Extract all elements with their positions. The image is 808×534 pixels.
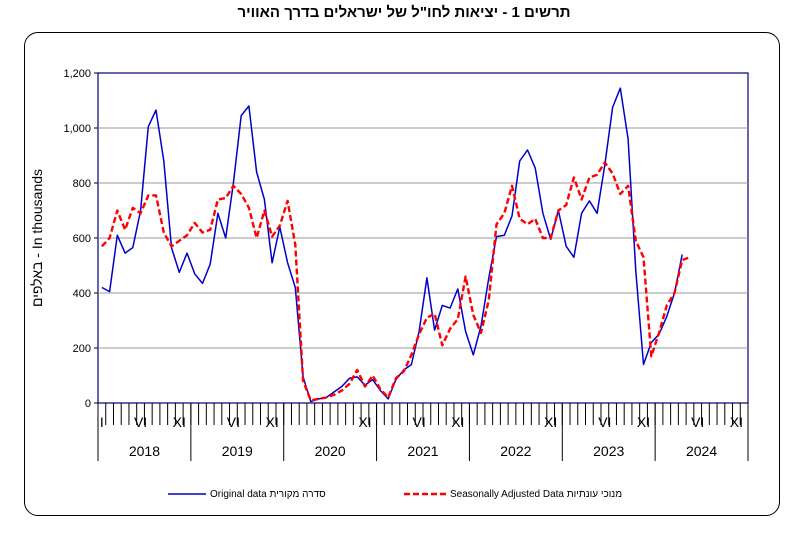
- y-axis-label: באלפים - In thousands: [29, 169, 45, 307]
- month-label: XI: [451, 414, 464, 430]
- chart-frame: [24, 32, 780, 516]
- month-label: XI: [265, 414, 278, 430]
- legend-original-label: Original data סדרה מקורית: [210, 489, 326, 500]
- y-tick-label: 0: [85, 398, 91, 410]
- year-label: 2023: [593, 443, 624, 459]
- series-adjusted-line: [101, 161, 691, 402]
- grid-lines: [98, 127, 748, 349]
- month-label: XI: [637, 414, 650, 430]
- year-label: 2019: [222, 443, 253, 459]
- month-label: XI: [730, 414, 743, 430]
- year-label: 2024: [686, 443, 717, 459]
- y-axis-ticks: 0 200 400 600 800 1,000 1,200: [63, 68, 98, 410]
- month-label: VI: [691, 414, 704, 430]
- y-tick-label: 400: [73, 288, 91, 300]
- year-label: 2018: [129, 443, 160, 459]
- series-lines: [101, 87, 691, 403]
- month-label: VI: [413, 414, 426, 430]
- year-label: 2020: [315, 443, 346, 459]
- y-tick-label: 1,000: [63, 123, 91, 135]
- series-original-line: [101, 87, 683, 403]
- month-label: VI: [598, 414, 611, 430]
- y-tick-label: 1,200: [63, 68, 91, 80]
- month-label: XI: [544, 414, 557, 430]
- y-tick-label: 200: [73, 343, 91, 355]
- x-axis: I VI XI VI XI XI VI XI XI VI XI VI XI 2018 2019 2020 202…: [97, 403, 749, 461]
- month-label: XI: [358, 414, 371, 430]
- month-label: I: [100, 414, 104, 430]
- y-tick-label: 800: [73, 178, 91, 190]
- year-label: 2021: [407, 443, 438, 459]
- chart-title: תרשים 1 - יציאות לחו"ל של ישראלים בדרך ה…: [237, 4, 571, 21]
- month-label: VI: [134, 414, 147, 430]
- legend: Original data סדרה מקורית Seasonally Adj…: [168, 489, 622, 500]
- legend-adjusted-label: Seasonally Adjusted Data מנוכי עונתיות: [450, 489, 622, 500]
- month-label: VI: [227, 414, 240, 430]
- y-tick-label: 600: [73, 233, 91, 245]
- year-label: 2022: [500, 443, 531, 459]
- month-label: XI: [173, 414, 186, 430]
